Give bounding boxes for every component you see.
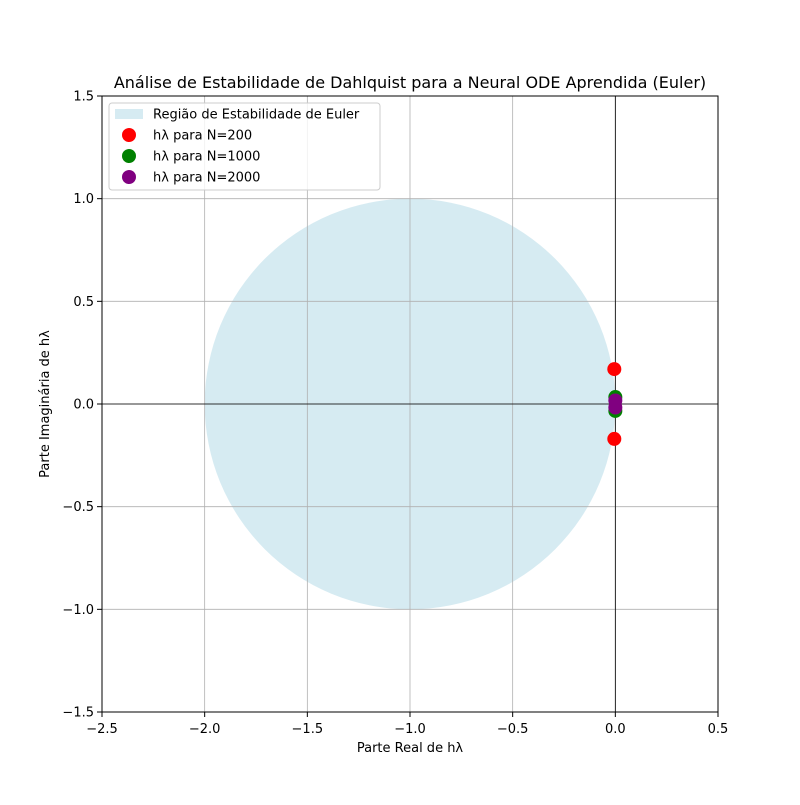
- y-tick-label-2: −0.5: [62, 500, 94, 515]
- series-2-point-1: [608, 400, 623, 415]
- y-tick-label-4: 0.5: [73, 295, 94, 310]
- y-tick-label-0: −1.5: [62, 706, 94, 721]
- series-0-point-1: [607, 431, 622, 446]
- chart-title: Análise de Estabilidade de Dahlquist par…: [114, 73, 706, 92]
- x-tick-label-2: −1.5: [292, 722, 324, 737]
- y-tick-label-3: 0.0: [73, 398, 94, 413]
- legend-marker-0: [122, 128, 136, 142]
- x-tick-label-0: −2.5: [86, 722, 118, 737]
- legend-label-1: hλ para N=1000: [153, 150, 260, 165]
- y-tick-label-6: 1.5: [73, 90, 94, 105]
- legend-marker-1: [122, 149, 136, 163]
- y-axis-label: Parte Imaginária de hλ: [38, 330, 53, 478]
- x-tick-label-3: −1.0: [394, 722, 426, 737]
- x-tick-label-5: 0.0: [605, 722, 626, 737]
- y-tick-label-5: 1.0: [73, 192, 94, 207]
- x-tick-label-4: −0.5: [497, 722, 529, 737]
- legend-label-2: hλ para N=2000: [153, 171, 260, 186]
- x-tick-label-6: 0.5: [708, 722, 729, 737]
- x-axis-label: Parte Real de hλ: [357, 741, 464, 756]
- legend-region-label: Região de Estabilidade de Euler: [153, 108, 360, 123]
- legend-box: [108, 102, 381, 191]
- legend-region-swatch: [115, 109, 143, 119]
- x-tick-label-1: −2.0: [189, 722, 221, 737]
- y-tick-label-1: −1.0: [62, 603, 94, 618]
- series-0-point-0: [607, 362, 622, 377]
- legend-label-0: hλ para N=200: [153, 129, 252, 144]
- legend-marker-2: [122, 170, 136, 184]
